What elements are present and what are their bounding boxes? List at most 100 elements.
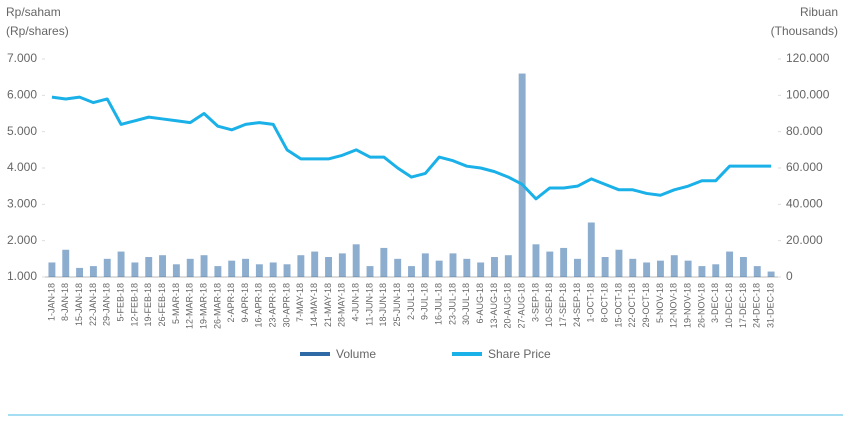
x-tick-label: 19-FEB-18 (143, 283, 153, 327)
y-tick-label: 5.000 (7, 124, 37, 138)
volume-bar (463, 258, 471, 277)
x-tick-label: 6-AUG-18 (475, 283, 485, 324)
volume-bar (712, 264, 720, 277)
x-tick-label: 26-MAR-18 (212, 283, 222, 329)
x-tick-label: 12-MAR-18 (185, 283, 195, 329)
x-tick-label: 22-OCT-18 (627, 283, 637, 328)
volume-bar (145, 257, 153, 277)
legend-label: Volume (336, 347, 376, 361)
volume-bar (159, 255, 167, 277)
volume-bar (518, 73, 526, 278)
x-tick-label: 5-NOV-18 (655, 283, 665, 323)
x-tick-label: 17-DEC-18 (738, 283, 748, 328)
y2-tick-label: 40.000 (786, 197, 823, 211)
volume-bar (504, 255, 512, 277)
x-tick-label: 15-OCT-18 (613, 283, 623, 328)
x-tick-label: 8-OCT-18 (599, 283, 609, 323)
volume-bar (297, 255, 305, 277)
volume-bar (76, 267, 84, 277)
x-tick-label: 19-NOV-18 (682, 283, 692, 328)
volume-bar (172, 264, 180, 277)
volume-bar (186, 258, 194, 277)
volume-bar (546, 251, 554, 277)
x-tick-label: 30-JUL-18 (461, 283, 471, 325)
volume-bar (394, 258, 402, 277)
volume-bar (338, 253, 346, 277)
x-tick-label: 28-MAY-18 (337, 283, 347, 327)
x-tick-label: 1-JAN-18 (46, 283, 56, 321)
y2-tick-label: 20.000 (786, 233, 823, 247)
volume-bar (352, 244, 360, 277)
volume-bar (48, 262, 56, 277)
volume-bar (283, 264, 291, 277)
x-tick-label: 18-JUN-18 (378, 283, 388, 327)
x-tick-label: 22-JAN-18 (88, 283, 98, 326)
x-tick-label: 14-MAY-18 (309, 283, 319, 327)
volume-bar (214, 266, 222, 277)
y-axis-label-en: (Rp/shares) (6, 24, 69, 38)
y2-tick-label: 60.000 (786, 160, 823, 174)
y2-axis-label-en: (Thousands) (771, 24, 838, 38)
volume-bar (228, 260, 236, 277)
volume-bar (131, 262, 139, 277)
volume-bar (684, 260, 692, 277)
volume-bar (656, 260, 664, 277)
volume-bar (532, 244, 540, 277)
volume-bar (753, 266, 761, 277)
volume-bar (767, 271, 775, 277)
x-tick-label: 29-OCT-18 (641, 283, 651, 328)
x-tick-label: 29-JAN-18 (102, 283, 112, 326)
x-tick-label: 24-SEP-18 (572, 283, 582, 327)
x-tick-label: 23-APR-18 (268, 283, 278, 328)
y-tick-label: 2.000 (7, 233, 37, 247)
x-tick-label: 20-AUG-18 (503, 283, 513, 329)
x-tick-label: 12-FEB-18 (129, 283, 139, 327)
volume-bar (408, 266, 415, 277)
volume-bar (435, 260, 443, 277)
x-tick-label: 21-MAY-18 (323, 283, 333, 327)
volume-bar (629, 258, 637, 277)
legend-swatch (452, 352, 482, 356)
volume-bar (200, 255, 208, 277)
legend-label: Share Price (488, 347, 551, 361)
volume-bar (449, 253, 457, 277)
x-tick-label: 2-APR-18 (226, 283, 236, 323)
x-tick-label: 10-DEC-18 (724, 283, 734, 328)
x-tick-label: 7-MAY-18 (295, 283, 305, 322)
volume-bar (117, 251, 125, 277)
volume-bar (698, 266, 706, 277)
x-tick-label: 16-APR-18 (254, 283, 264, 328)
x-tick-label: 15-JAN-18 (74, 283, 84, 326)
volume-bar (726, 251, 734, 277)
volume-bar (269, 262, 277, 277)
volume-bar (380, 247, 388, 277)
y2-axis-label: Ribuan (800, 5, 838, 19)
volume-bar (89, 266, 97, 277)
volume-bar (643, 262, 651, 277)
x-tick-label: 23-JUL-18 (447, 283, 457, 325)
volume-bar (311, 251, 319, 277)
x-tick-label: 17-SEP-18 (558, 283, 568, 327)
x-tick-label: 9-JUL-18 (420, 283, 430, 320)
volume-bar (491, 257, 498, 277)
volume-bar (587, 222, 595, 277)
x-tick-label: 27-AUG-18 (517, 283, 527, 329)
y-tick-label: 6.000 (7, 88, 37, 102)
volume-bar (366, 266, 374, 277)
volume-bar (255, 264, 263, 277)
x-tick-label: 26-NOV-18 (696, 283, 706, 328)
x-tick-label: 3-SEP-18 (530, 283, 540, 322)
y-tick-label: 4.000 (7, 160, 37, 174)
y2-tick-label: 80.000 (786, 124, 823, 138)
volume-bar (103, 258, 111, 277)
volume-bar (601, 257, 609, 277)
x-tick-label: 4-JUN-18 (351, 283, 361, 322)
x-tick-label: 3-DEC-18 (710, 283, 720, 323)
x-tick-label: 26-FEB-18 (157, 283, 167, 327)
x-tick-label: 5-MAR-18 (171, 283, 181, 324)
legend-swatch (300, 352, 330, 356)
y-axis-label: Rp/saham (6, 5, 61, 19)
volume-bar (560, 247, 568, 277)
x-tick-label: 24-DEC-18 (752, 283, 762, 328)
